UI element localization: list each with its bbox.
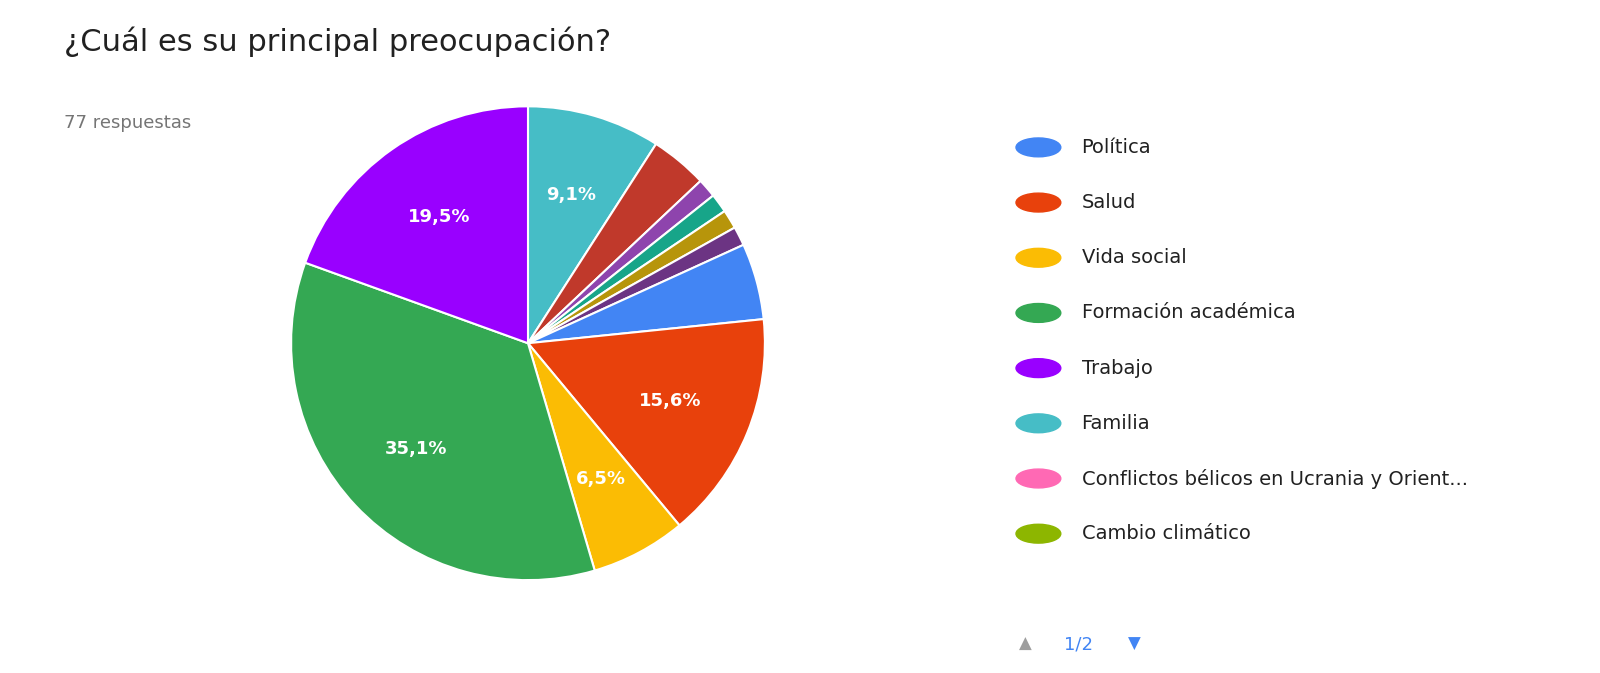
Text: Política: Política [1082, 138, 1152, 157]
Text: 6,5%: 6,5% [576, 470, 626, 488]
Text: ¿Cuál es su principal preocupación?: ¿Cuál es su principal preocupación? [64, 27, 611, 57]
Wedge shape [528, 245, 763, 343]
Text: Cambio climático: Cambio climático [1082, 524, 1251, 543]
Wedge shape [528, 211, 734, 343]
Text: Vida social: Vida social [1082, 248, 1186, 267]
Text: Trabajo: Trabajo [1082, 359, 1152, 378]
Wedge shape [528, 181, 714, 343]
Text: 1/2: 1/2 [1064, 635, 1093, 653]
Text: 19,5%: 19,5% [408, 208, 470, 226]
Text: ▼: ▼ [1128, 635, 1141, 653]
Text: ▲: ▲ [1019, 635, 1032, 653]
Text: Conflictos bélicos en Ucrania y Orient...: Conflictos bélicos en Ucrania y Orient..… [1082, 468, 1467, 489]
Wedge shape [291, 262, 595, 580]
Text: 77 respuestas: 77 respuestas [64, 114, 192, 133]
Wedge shape [528, 319, 765, 526]
Text: 15,6%: 15,6% [640, 392, 702, 411]
Wedge shape [528, 196, 725, 343]
Wedge shape [528, 227, 744, 343]
Text: Formación académica: Formación académica [1082, 304, 1296, 322]
Wedge shape [528, 343, 680, 571]
Text: Familia: Familia [1082, 414, 1150, 433]
Wedge shape [306, 106, 528, 343]
Text: Salud: Salud [1082, 193, 1136, 212]
Text: 35,1%: 35,1% [384, 439, 446, 458]
Wedge shape [528, 106, 656, 343]
Text: 9,1%: 9,1% [546, 186, 597, 205]
Wedge shape [528, 144, 701, 343]
